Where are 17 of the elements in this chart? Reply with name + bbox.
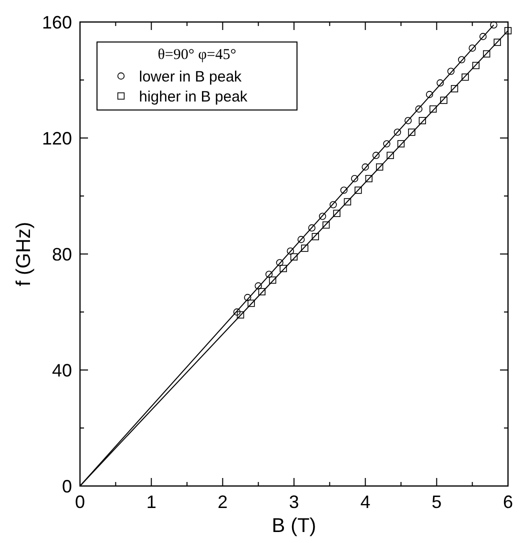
x-tick-label: 5 (432, 492, 442, 512)
legend-title: θ=90° φ=45° (158, 47, 236, 63)
y-axis-title: f (GHz) (13, 222, 35, 286)
x-tick-label: 6 (502, 492, 514, 512)
y-tick-label: 160 (42, 12, 72, 32)
x-tick-label: 1 (146, 492, 156, 512)
x-tick-label: 4 (360, 492, 370, 512)
x-axis-title: B (T) (272, 515, 316, 537)
y-tick-label: 40 (52, 360, 72, 380)
x-tick-label: 3 (288, 492, 300, 512)
x-tick-label: 0 (74, 492, 86, 512)
y-tick-label: 0 (62, 476, 72, 496)
x-tick-label: 2 (218, 492, 228, 512)
y-tick-label: 120 (42, 128, 72, 148)
y-tick-label: 80 (52, 244, 72, 264)
legend-label: lower in B peak (139, 68, 242, 86)
legend-label: higher in B peak (139, 88, 248, 106)
